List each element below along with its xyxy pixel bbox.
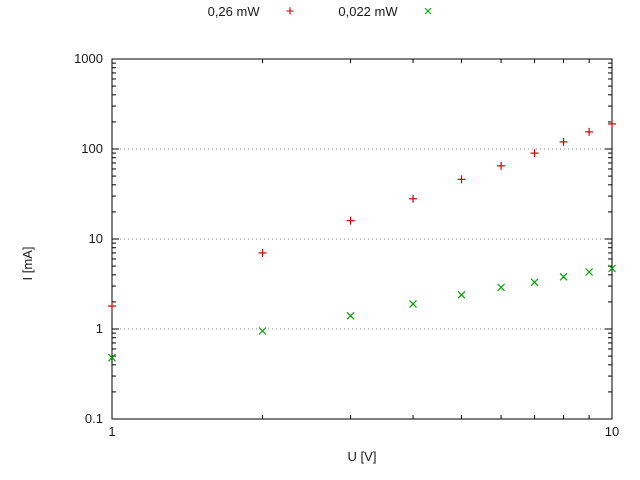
y-tick-label: 1 xyxy=(96,321,103,336)
y-tick-label: 10 xyxy=(89,231,103,246)
plus-marker-icon: + xyxy=(285,3,295,20)
data-point-x xyxy=(559,272,568,281)
x-tick-label: 1 xyxy=(108,424,115,439)
legend-item-series-1: 0,022 mW × xyxy=(338,4,432,19)
data-point-x xyxy=(497,283,505,292)
data-point-x xyxy=(530,278,539,287)
legend: 0,26 mW + 0,022 mW × xyxy=(0,4,640,19)
legend-label: 0,26 mW xyxy=(207,4,260,19)
data-point-x xyxy=(457,290,466,299)
data-point-x xyxy=(608,264,616,273)
y-tick-label: 1000 xyxy=(74,51,103,66)
y-tick-label: 0.1 xyxy=(85,411,103,426)
data-point-x xyxy=(108,353,116,362)
y-axis-label: I [mA] xyxy=(19,246,35,281)
data-point-x xyxy=(346,311,355,320)
data-point-x xyxy=(258,327,267,335)
legend-item-series-0: 0,26 mW + xyxy=(208,4,295,19)
data-point-x xyxy=(585,268,594,276)
x-marker-icon: × xyxy=(423,3,433,20)
data-point-x xyxy=(409,299,417,308)
y-tick-label: 100 xyxy=(81,141,103,156)
x-axis-label: U [V] xyxy=(347,449,377,464)
x-tick-label: 10 xyxy=(605,424,619,439)
legend-label: 0,022 mW xyxy=(338,4,398,19)
